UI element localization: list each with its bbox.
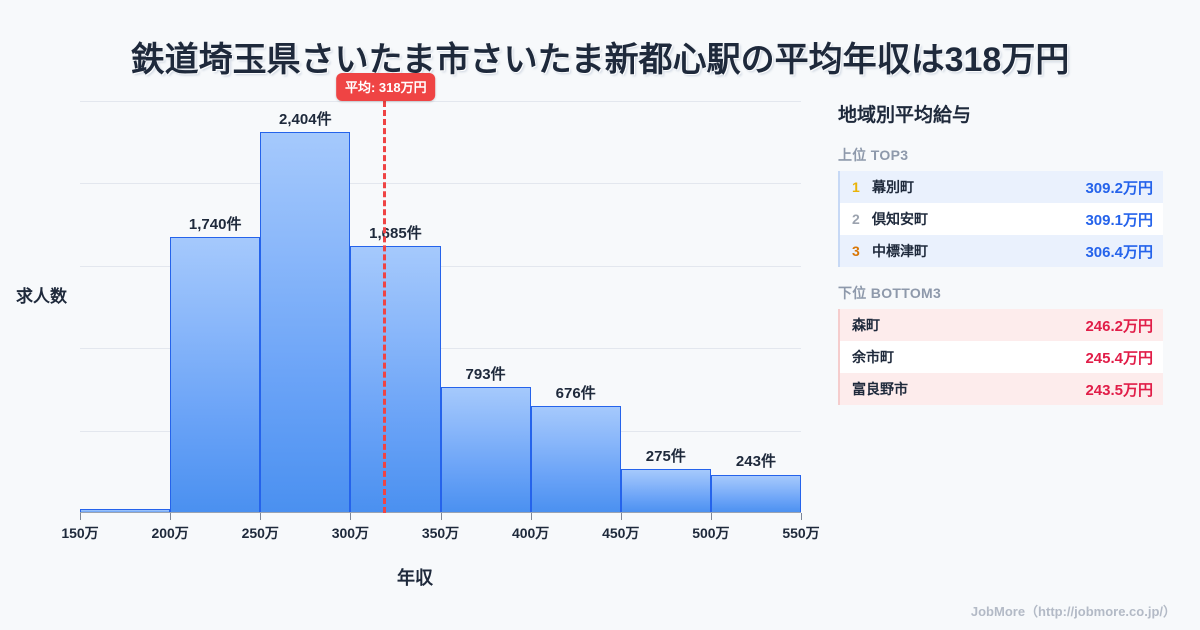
- regional-salary-panel: 地域別平均給与 上位 TOP3 1 幕別町 309.2万円 2 倶知安町 309.1万円 3…: [838, 100, 1163, 421]
- x-axis-tick: [530, 513, 532, 520]
- bar-value-label: 1,685件: [369, 224, 422, 242]
- plot-area: 1,740件 2,404件 1,685件 793件 676件 275件 243件 150万 2…: [61, 73, 820, 541]
- histogram-bar: [530, 405, 621, 513]
- histogram-bar: [260, 132, 351, 513]
- x-axis-tick: [260, 513, 262, 520]
- bar-value-label: 275件: [645, 448, 686, 466]
- table-row: 2 倶知安町 309.1万円: [840, 203, 1163, 235]
- region-name: 余市町: [852, 349, 894, 365]
- table-row: 富良野市 243.5万円: [840, 373, 1163, 405]
- bar-value-label: 2,404件: [279, 111, 332, 129]
- gridline: [80, 265, 801, 267]
- x-axis-tick-label: 200万: [151, 525, 189, 541]
- x-axis-tick-label: 350万: [421, 525, 460, 541]
- bar-value-label: 1,740件: [188, 216, 242, 234]
- x-axis-tick: [801, 513, 802, 520]
- x-axis-tick-label: 400万: [511, 525, 550, 541]
- x-axis-tick-label: 300万: [331, 525, 370, 541]
- x-axis-tick: [710, 513, 712, 520]
- x-axis-tick: [170, 513, 172, 520]
- histogram-bar: [620, 469, 711, 513]
- gridline: [80, 183, 801, 185]
- histogram-bar: [80, 509, 171, 513]
- histogram-bar: [440, 387, 531, 513]
- x-axis-label: 年収: [397, 568, 433, 588]
- region-name: 幕別町: [872, 179, 914, 195]
- histogram-bar: [170, 237, 261, 513]
- table-row: 森町 246.2万円: [840, 309, 1163, 341]
- region-salary-value: 309.2万円: [1085, 179, 1153, 197]
- top3-heading: 上位 TOP3: [838, 147, 909, 163]
- region-salary-value: 306.4万円: [1085, 243, 1153, 261]
- histogram-bar: [350, 246, 441, 513]
- sidebar-title: 地域別平均給与: [838, 105, 972, 126]
- x-axis-tick: [620, 513, 622, 520]
- y-axis-label: 求人数: [16, 287, 67, 306]
- rank-number: 1: [852, 179, 860, 195]
- gridline: [80, 348, 801, 350]
- x-axis-tick-label: 250万: [241, 525, 279, 541]
- region-salary-value: 243.5万円: [1085, 381, 1153, 399]
- gridline: [80, 101, 801, 102]
- average-line: 平均: 318万円: [335, 73, 436, 513]
- histogram-chart: 求人数 1,740件 2,404件 1,685件 793件 676件 275件 243件 1…: [0, 73, 830, 588]
- x-axis-baseline: [80, 511, 801, 513]
- table-row: 余市町 245.4万円: [840, 341, 1163, 373]
- x-axis-tick: [350, 513, 352, 520]
- bar-value-label: 676件: [555, 384, 596, 402]
- rank-number: 3: [852, 243, 860, 259]
- region-salary-value: 309.1万円: [1085, 211, 1153, 229]
- rank-number: 2: [852, 211, 860, 227]
- x-axis-tick-label: 150万: [61, 525, 99, 541]
- x-axis-tick: [80, 513, 81, 520]
- source-attribution: JobMore（http://jobmore.co.jp/）: [970, 604, 1176, 619]
- region-name: 倶知安町: [872, 211, 928, 227]
- region-name: 富良野市: [852, 381, 908, 397]
- histogram-bar: [710, 474, 801, 513]
- region-name: 中標津町: [872, 243, 928, 259]
- bar-value-label: 243件: [735, 453, 776, 471]
- bottom3-table: 森町 246.2万円余市町 245.4万円富良野市 243.5万円: [838, 309, 1163, 405]
- x-axis-tick: [440, 513, 442, 520]
- page-title: 鉄道埼玉県さいたま市さいたま新都心駅の平均年収は318万円: [130, 41, 1070, 79]
- x-axis-tick-label: 500万: [692, 525, 730, 541]
- bottom3-heading: 下位 BOTTOM3: [838, 285, 942, 301]
- bar-value-label: 793件: [465, 366, 506, 384]
- x-axis-tick-label: 550万: [782, 525, 820, 541]
- average-badge: 平均: 318万円: [335, 73, 436, 101]
- region-salary-value: 245.4万円: [1085, 349, 1153, 367]
- region-name: 森町: [852, 317, 880, 333]
- top3-table: 1 幕別町 309.2万円 2 倶知安町 309.1万円 3 中標津町 306.4万円: [838, 171, 1163, 267]
- table-row: 3 中標津町 306.4万円: [840, 235, 1163, 267]
- x-axis-tick-label: 450万: [602, 525, 640, 541]
- region-salary-value: 246.2万円: [1085, 317, 1153, 335]
- table-row: 1 幕別町 309.2万円: [840, 171, 1163, 203]
